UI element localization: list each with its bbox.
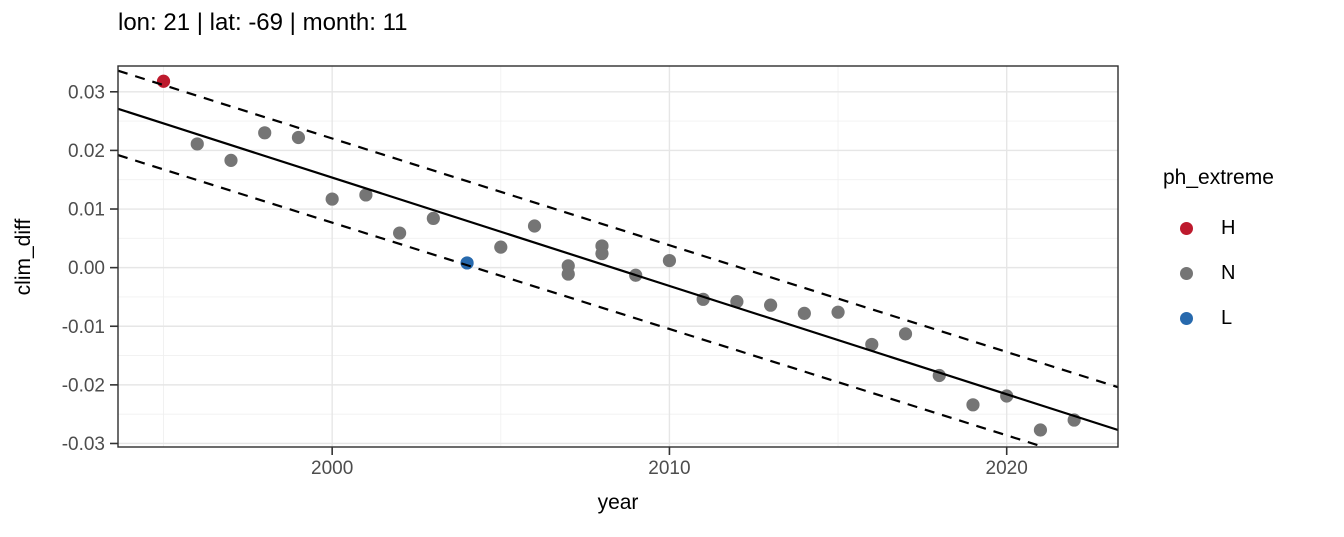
trend-line [118,107,1118,432]
data-point-n [898,327,913,341]
y-axis-title: clim_diff [12,218,35,296]
lower-interval-line [118,154,1048,447]
legend-item-label: L [1221,307,1233,329]
panel-background [118,66,1118,447]
data-point-n [865,337,879,352]
x-axis-title: year [597,491,639,514]
x-tick-label: 2010 [648,458,690,479]
data-point-n [966,398,980,412]
y-tick-label: -0.01 [62,317,105,338]
data-point-n [764,298,778,312]
data-point-n [224,153,238,167]
legend-item-n: N [1158,251,1274,296]
legend: ph_extreme H N L [1158,166,1274,341]
legend-key-circle-n-icon [1180,267,1193,280]
y-tick-label: 0.01 [68,200,105,221]
axis-tick-labels: 2000 2010 2020 0.03 0.02 0.01 0.00 -0.01 -0.02 -0… [62,82,1028,479]
data-point-n [291,130,306,145]
data-point-n [494,240,508,254]
y-tick-label: 0.00 [68,258,105,279]
legend-item-label: N [1221,262,1236,284]
y-tick-label: 0.02 [68,141,105,162]
legend-item-label: H [1221,217,1236,239]
panel-border [117,65,1119,448]
data-point-n [662,254,677,268]
data-point-n [325,192,339,206]
data-layer [118,69,1118,447]
y-tick-label: -0.03 [62,434,105,455]
data-point-n [797,306,811,320]
legend-key-circle-l-icon [1180,312,1193,325]
data-point-n [258,126,272,140]
plot-title: lon: 21 | lat: -69 | month: 11 [118,9,408,36]
legend-key-circle-h-icon [1180,222,1193,235]
data-point-n [393,226,407,240]
data-point-n [831,305,845,319]
legend-item-h: H [1158,206,1274,251]
data-point-n [561,267,575,281]
legend-item-l: L [1158,296,1274,341]
x-tick-label: 2020 [986,458,1028,479]
data-point-n [527,219,542,233]
data-point-h [156,74,171,88]
data-point-n [595,246,609,261]
upper-interval-line [118,69,1118,389]
minor-gridlines [118,66,1118,447]
y-tick-label: 0.03 [68,82,105,103]
data-point-n [730,295,744,309]
axis-ticks [110,90,1008,455]
data-point-n [190,137,204,151]
data-point-n [1033,423,1048,437]
data-point-n [359,188,373,202]
x-tick-label: 2000 [311,458,353,479]
y-tick-label: -0.02 [62,375,105,396]
data-point-n [426,211,440,225]
legend-title: ph_extreme [1163,166,1274,189]
